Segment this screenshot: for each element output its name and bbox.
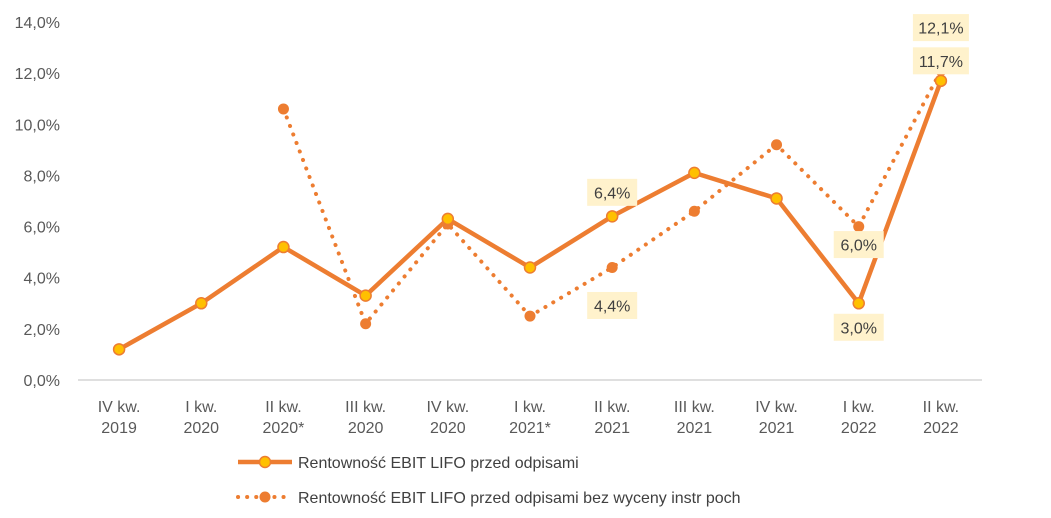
series-1-point — [441, 212, 455, 226]
legend: Rentowność EBIT LIFO przed odpisami Rento… — [236, 455, 741, 507]
x-tick-label-line: I kw. — [514, 399, 546, 416]
data-label: 6,0% — [840, 238, 876, 255]
x-tick-label-line: 2022 — [841, 420, 877, 437]
series-1-point — [852, 297, 865, 310]
x-tick-label-line: I kw. — [843, 399, 875, 416]
x-tick-label-line: 2021 — [759, 420, 795, 437]
x-tick-label-line: II kw. — [265, 399, 301, 416]
x-tick-label-line: IV kw. — [755, 399, 798, 416]
y-tick-label: 0,0% — [24, 373, 60, 390]
y-tick-label: 4,0% — [24, 271, 60, 288]
series-1-point — [359, 289, 372, 302]
series-2-point — [853, 221, 865, 233]
series-2-point — [524, 310, 536, 322]
legend-label-1: Rentowność EBIT LIFO przed odpisami — [298, 455, 579, 472]
x-tick-label-line: II kw. — [923, 399, 959, 416]
series-line-1 — [116, 78, 944, 352]
series-1-point — [523, 261, 537, 274]
data-label-box — [587, 291, 638, 319]
data-label: 12,1% — [918, 21, 963, 38]
x-tick-label-line: I kw. — [185, 399, 217, 416]
x-tick-label-line: IV kw. — [98, 399, 141, 416]
x-tick-label-line: IV kw. — [426, 399, 469, 416]
series-2-point — [606, 261, 618, 273]
x-tick-label: III kw. 2021 — [674, 399, 715, 437]
x-tick-label-line: 2020 — [183, 420, 219, 437]
x-axis-ticks: IV kw. 2019 I kw. 2020 II kw. 2020* III kw. 202… — [98, 399, 959, 437]
data-label-box — [833, 231, 884, 259]
x-tick-label: II kw. 2022 — [923, 399, 959, 437]
x-tick-label: I kw. 2021* — [509, 399, 551, 437]
x-tick-label: IV kw. 2021 — [755, 399, 798, 437]
series-2-point — [688, 205, 700, 217]
x-tick-label: I kw. 2020 — [183, 399, 219, 437]
x-tick-label-line: 2020* — [263, 420, 305, 437]
x-tick-label-line: 2022 — [923, 420, 959, 437]
x-tick-label: IV kw. 2020 — [426, 399, 469, 437]
data-labels-layer: 6,4% 3,0% 11,7% 4,4% 6,0% 12,1% — [587, 14, 969, 341]
x-tick-label-line: 2021 — [594, 420, 630, 437]
data-label-box — [912, 47, 969, 75]
series-1-point — [277, 240, 290, 254]
series-1-point — [195, 297, 208, 310]
series-1-point — [112, 343, 126, 356]
legend-marker-1 — [258, 455, 272, 469]
series-2-point — [771, 139, 783, 151]
data-label-box — [587, 178, 638, 206]
series-1-point — [605, 210, 619, 223]
series-1-point — [770, 192, 783, 205]
series-line-2 — [281, 68, 943, 326]
data-label: 6,4% — [594, 185, 630, 202]
y-tick-label: 12,0% — [15, 66, 60, 83]
x-tick-label-line: III kw. — [674, 399, 715, 416]
x-tick-label-line: 2019 — [101, 420, 137, 437]
x-tick-label: II kw. 2020* — [263, 399, 305, 437]
x-tick-label-line: III kw. — [345, 399, 386, 416]
y-tick-label: 8,0% — [24, 168, 60, 185]
x-tick-label: IV kw. 2019 — [98, 399, 141, 437]
x-tick-label-line: 2020 — [430, 420, 466, 437]
legend-label-2: Rentowność EBIT LIFO przed odpisami bez … — [298, 490, 741, 507]
series-2-point — [277, 103, 289, 115]
data-label-box — [833, 313, 884, 341]
data-label: 4,4% — [594, 298, 630, 315]
x-tick-label-line: II kw. — [594, 399, 630, 416]
x-tick-label-line: 2021* — [509, 420, 551, 437]
x-tick-label: I kw. 2022 — [841, 399, 877, 437]
x-tick-label-line: 2020 — [348, 420, 384, 437]
y-tick-label: 6,0% — [24, 220, 60, 237]
y-axis-ticks: 0,0% 2,0% 4,0% 6,0% 8,0% 10,0% 12,0% 14,0% — [15, 15, 60, 390]
x-tick-label-line: 2021 — [677, 420, 713, 437]
x-tick-label: III kw. 2020 — [345, 399, 386, 437]
legend-marker-2 — [259, 491, 271, 503]
data-label-box — [912, 14, 969, 42]
data-label: 3,0% — [840, 320, 876, 337]
data-label: 11,7% — [919, 54, 963, 71]
y-tick-label: 10,0% — [15, 117, 60, 134]
series-1-point — [688, 166, 701, 180]
x-tick-label: II kw. 2021 — [594, 399, 630, 437]
y-tick-label: 14,0% — [15, 15, 60, 32]
y-tick-label: 2,0% — [24, 322, 60, 339]
series-2-point — [360, 318, 372, 330]
series-1-point — [934, 74, 948, 88]
series-layer — [112, 65, 948, 356]
